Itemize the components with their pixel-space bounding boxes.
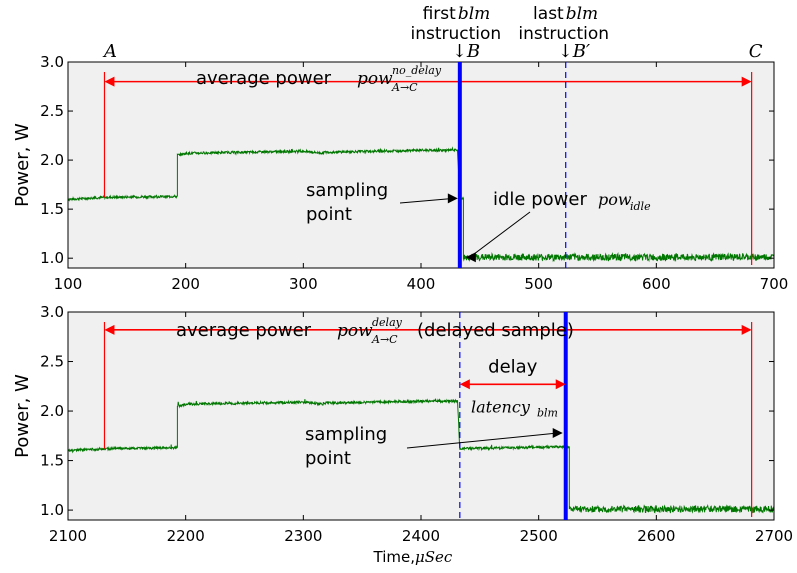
average-power-sup-2: delay (372, 316, 403, 329)
y-tick-label: 2.5 (40, 102, 64, 120)
idle-power-sub: idle (630, 200, 651, 213)
idle-power-symbol: pow (598, 190, 632, 209)
label-b: ↓B (452, 41, 480, 62)
average-arrow-head-right (741, 76, 752, 87)
y-axis-label: Power, W (12, 123, 33, 207)
first-blm-instruction: instruction (410, 24, 501, 44)
average-power-suffix: (delayed sample) (417, 320, 574, 341)
x-tick-label: 2500 (520, 527, 558, 545)
x-axis-label: Time, (373, 548, 415, 566)
x-tick-label: 2300 (284, 527, 322, 545)
x-tick-label: 500 (524, 275, 553, 293)
delay-label: delay (488, 356, 538, 377)
y-tick-label: 1.0 (40, 501, 64, 519)
average-power-sup: no_delay (392, 64, 442, 77)
first-blm-symbol: blm (458, 4, 490, 24)
x-tick-label: 200 (171, 275, 200, 293)
last-blm-instruction: instruction (518, 24, 609, 44)
y-tick-label: 3.0 (40, 303, 64, 321)
latency-label: latency (471, 397, 531, 416)
sampling-label-2: point (306, 204, 352, 225)
average-power-sub-2: A→C (371, 333, 398, 346)
x-tick-label: 100 (54, 275, 83, 293)
idle-arrow-head (465, 252, 476, 263)
y-tick-label: 1.0 (40, 249, 64, 267)
sampling-arrow-head-2 (552, 428, 563, 438)
average-power-label: average power (196, 68, 332, 89)
x-tick-label: 300 (289, 275, 318, 293)
average-arrow-head-left (104, 76, 115, 87)
x-tick-label: 2700 (755, 527, 793, 545)
label-c: C (749, 41, 763, 62)
plot-area-0 (68, 62, 774, 268)
sampling-label: sampling (306, 180, 388, 201)
delay-arrow-head-right (555, 379, 566, 390)
average-power-symbol: pow (357, 69, 393, 89)
average-power-sub: A→C (391, 81, 418, 94)
x-tick-label: 2400 (402, 527, 440, 545)
average-power-symbol-2: pow (337, 321, 373, 341)
sampling-arrow-head (447, 193, 458, 204)
sampling-arrow-2 (406, 432, 558, 449)
series-line-0-0 (67, 146, 775, 263)
label-a: A (102, 41, 117, 62)
delay-arrow-head-left (459, 379, 470, 390)
y-tick-label: 2.5 (40, 353, 64, 371)
x-tick-label: 2600 (637, 527, 675, 545)
y-tick-label: 3.0 (40, 53, 64, 71)
series-line-1-0 (67, 398, 775, 514)
sampling-arrow (399, 197, 454, 204)
last-blm-symbol: blm (566, 4, 598, 24)
average-arrow-head-left (104, 324, 115, 335)
idle-arrow (469, 211, 531, 258)
first-blm-label: first (423, 4, 457, 24)
y-tick-label: 2.0 (40, 151, 64, 169)
idle-power-label: idle power (493, 189, 587, 210)
x-tick-label: 700 (760, 275, 789, 293)
y-axis-label: Power, W (12, 374, 33, 458)
sampling-label-2a: sampling (305, 424, 387, 445)
sampling-label-2b: point (305, 448, 351, 469)
latency-sub: blm (537, 406, 558, 419)
y-tick-label: 1.5 (40, 452, 64, 470)
x-tick-label: 400 (407, 275, 436, 293)
x-tick-label: 600 (642, 275, 671, 293)
y-tick-label: 1.5 (40, 200, 64, 218)
x-tick-label: 2200 (167, 527, 205, 545)
x-axis-label-unit: μSec (415, 548, 453, 566)
plot-area-1 (68, 312, 774, 520)
average-arrow-head-right (741, 324, 752, 335)
x-tick-label: 2100 (49, 527, 87, 545)
last-blm-label: last (533, 4, 564, 24)
average-power-label-2: average power (176, 320, 312, 341)
y-tick-label: 2.0 (40, 402, 64, 420)
label-b-prime: ↓B′ (558, 41, 590, 62)
